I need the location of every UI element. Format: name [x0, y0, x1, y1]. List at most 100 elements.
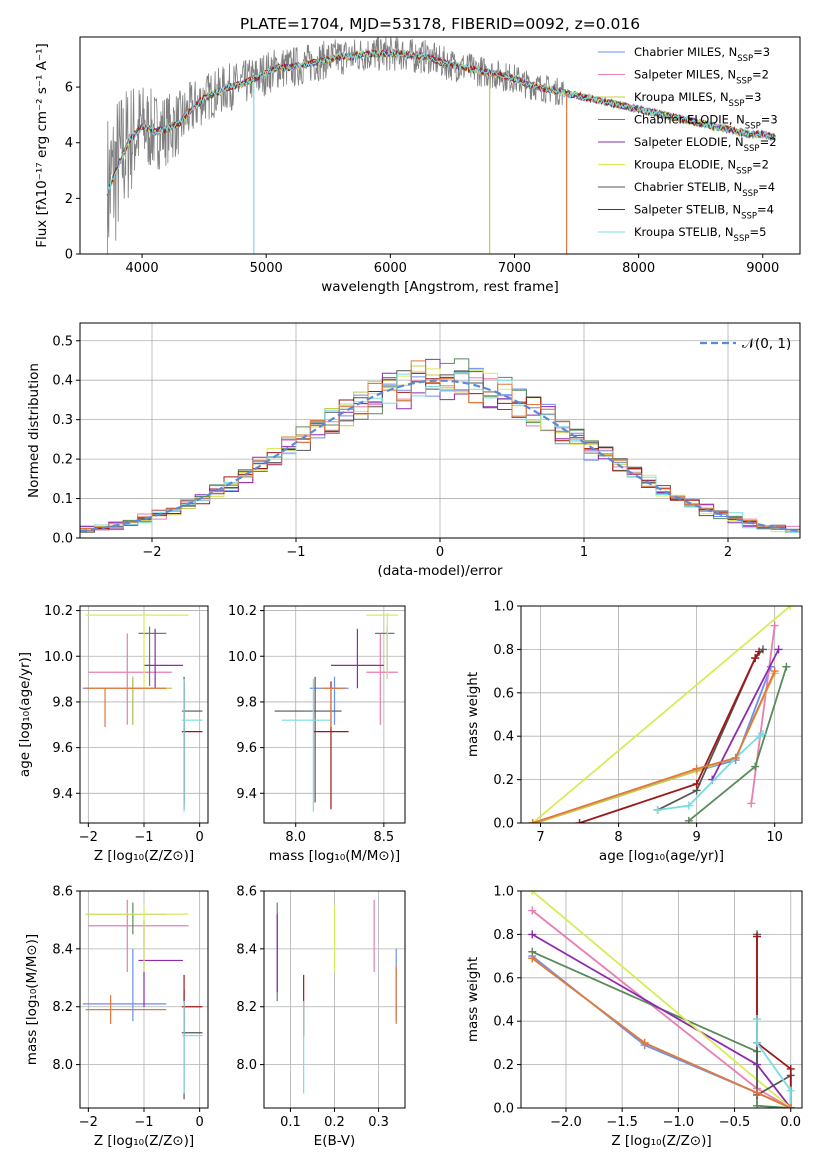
massweight_vs_Z-ytick-label: 0.6 — [493, 971, 514, 986]
massweight_vs_age-xtick-label: 10 — [766, 830, 783, 845]
model-spectrum-line — [106, 49, 776, 195]
massweight_vs_Z-plot-area — [528, 891, 795, 1108]
age_vs_mass-ytick-label: 9.4 — [236, 787, 257, 802]
figure-title: PLATE=1704, MJD=53178, FIBERID=0092, z=0… — [240, 15, 640, 33]
residuals-ytick-label: 0.0 — [52, 532, 73, 547]
residuals-ytick-label: 0.3 — [52, 413, 73, 428]
spectrum-frame — [79, 36, 801, 255]
massweight_vs_age-plot-area — [528, 606, 795, 823]
massweight_vs_Z-ytick-label: 1.0 — [493, 885, 514, 900]
spectrum-xtick-label: 9000 — [746, 261, 779, 276]
age_vs_mass-ytick-label: 9.8 — [236, 695, 257, 710]
residuals-ylabel: Normed distribution — [26, 363, 42, 498]
residuals-xtick-label: 2 — [724, 545, 732, 560]
massweight_vs_age-frame — [520, 605, 803, 824]
age_vs_Z-xtick-label: −1 — [134, 830, 153, 845]
massweight_vs_age-ytick-label: 0.4 — [493, 730, 514, 745]
age_vs_Z-ytick-label: 10.2 — [44, 604, 73, 619]
age_vs_Z-ytick-label: 9.6 — [52, 741, 73, 756]
age_vs_Z-ytick-label: 9.8 — [52, 695, 73, 710]
mass-weight-marker — [528, 930, 537, 939]
mass-weight-series — [531, 891, 792, 1108]
massweight_vs_Z-xtick-label: −0.5 — [719, 1115, 751, 1130]
mass_vs_Z-ytick-label: 8.6 — [52, 885, 73, 900]
massweight_vs_age-ytick-label: 0.2 — [493, 773, 514, 788]
massweight_vs_age-panel: 7 8 9 10 0.0 0.2 0.4 0.6 0.8 1.0 age [log₁₀(age/yr… — [465, 600, 803, 864]
mass-weight-marker — [528, 819, 537, 823]
mass-weight-marker — [640, 1038, 649, 1047]
mass-weight-marker — [528, 891, 537, 895]
legend-entry: Chabrier MILES, NSSP=3 — [634, 45, 770, 64]
mass-weight-marker — [528, 906, 537, 915]
mass-weight-marker — [753, 1088, 762, 1097]
massweight_vs_Z-ytick-label: 0.8 — [493, 928, 514, 943]
mass-weight-marker — [786, 1064, 795, 1073]
spectrum-plot-area — [106, 37, 776, 254]
residuals-ytick-label: 0.4 — [52, 374, 73, 389]
legend-entry: Salpeter MILES, NSSP=2 — [634, 68, 769, 87]
age_vs_Z-xtick-label: 0 — [196, 830, 204, 845]
mass-weight-series — [579, 651, 760, 823]
massweight_vs_Z-panel: −2.0 −1.5 −1.0 −0.5 0.0 0.0 0.2 0.4 0.6 0.8 1.0 Z [… — [465, 885, 803, 1149]
mass_vs_Z-xtick-label: 0 — [196, 1115, 204, 1130]
age_vs_mass-frame — [263, 605, 406, 824]
age_vs_Z-ytick-label: 9.4 — [52, 787, 73, 802]
mass-weight-series — [711, 648, 780, 781]
massweight_vs_Z-xtick-label: −2.0 — [550, 1115, 582, 1130]
spectrum-xtick-label: 7000 — [498, 261, 531, 276]
mass_vs_EBV-panel: 0.1 0.2 0.3 8.0 8.2 8.4 8.6 E(B-V) — [236, 885, 406, 1149]
mass-weight-marker — [786, 1086, 795, 1095]
age_vs_Z-panel: −2 −1 0 9.4 9.6 9.8 10.0 10.2 Z [log₁₀(Z/Z⊙)] age… — [17, 604, 209, 864]
mass_vs_EBV-ytick-label: 8.2 — [236, 1000, 257, 1015]
mass_vs_Z-ytick-label: 8.0 — [52, 1058, 73, 1073]
age_vs_mass-ytick-label: 9.6 — [236, 741, 257, 756]
mass_vs_Z-xlabel: Z [log₁₀(Z/Z⊙)] — [94, 1133, 194, 1149]
mass_vs_EBV-xtick-label: 0.3 — [368, 1115, 389, 1130]
residuals-xtick-label: 1 — [580, 545, 588, 560]
mass-weight-marker — [753, 932, 762, 941]
massweight_vs_age-ytick-label: 0.8 — [493, 643, 514, 658]
mass_vs_Z-plot-area — [82, 899, 203, 1100]
residuals-ytick-label: 0.5 — [52, 334, 73, 349]
residuals-plot-area — [80, 358, 800, 533]
age_vs_mass-plot-area — [274, 612, 398, 812]
mass-weight-marker — [747, 799, 756, 808]
age_vs_mass-panel: 8.0 8.5 9.4 9.6 9.8 10.0 10.2 mass [log₁₀(M/M⊙)… — [228, 604, 406, 864]
massweight_vs_Z-ylabel: mass weight — [465, 957, 481, 1042]
mass_vs_EBV-ytick-label: 8.0 — [236, 1058, 257, 1073]
residual-histogram — [80, 372, 800, 533]
age_vs_mass-xtick-label: 8.5 — [374, 830, 395, 845]
massweight_vs_age-ytick-label: 0.6 — [493, 686, 514, 701]
mass_vs_Z-xtick-label: −2 — [79, 1115, 98, 1130]
mass-weight-marker — [684, 816, 693, 823]
age_vs_mass-ytick-label: 10.0 — [228, 650, 257, 665]
mass-weight-marker — [692, 779, 701, 788]
residuals-ytick-label: 0.2 — [52, 453, 73, 468]
mass_vs_Z-ytick-label: 8.4 — [52, 942, 73, 957]
mass-weight-series — [532, 670, 776, 823]
residuals-xtick-label: 0 — [436, 545, 444, 560]
mass_vs_Z-ylabel: mass [log₁₀(M/M⊙)] — [24, 934, 40, 1065]
spectrum-xlabel: wavelength [Angstrom, rest frame] — [321, 279, 559, 295]
legend-entry: Salpeter ELODIE, NSSP=2 — [634, 135, 777, 154]
residuals-ytick-label: 0.1 — [52, 492, 73, 507]
massweight_vs_age-ylabel: mass weight — [465, 672, 481, 757]
massweight_vs_Z-ytick-label: 0.0 — [493, 1102, 514, 1117]
legend-entry: Kroupa MILES, NSSP=3 — [634, 90, 761, 109]
mass-weight-marker — [786, 606, 795, 610]
residuals-xtick-label: −2 — [142, 545, 161, 560]
mass_vs_EBV-plot-area — [276, 899, 397, 1094]
mass-weight-marker — [770, 667, 779, 676]
massweight_vs_age-xtick-label: 7 — [536, 830, 544, 845]
massweight_vs_age-xtick-label: 8 — [614, 830, 622, 845]
mass-weight-marker — [782, 662, 791, 671]
spectrum-ytick-label: 0 — [65, 248, 73, 263]
mass-weight-marker — [786, 1104, 795, 1108]
normal-reference-curve — [80, 379, 800, 533]
age_vs_Z-plot-area — [82, 612, 203, 812]
massweight_vs_Z-xtick-label: −1.0 — [663, 1115, 695, 1130]
massweight_vs_Z-ytick-label: 0.2 — [493, 1058, 514, 1073]
residuals-panel: −2 −1 0 1 2 0.0 0.1 0.2 0.3 0.4 0.5 (data-model)/er… — [26, 322, 801, 579]
mass-weight-marker — [770, 621, 779, 630]
spectrum-ytick-label: 2 — [65, 192, 73, 207]
